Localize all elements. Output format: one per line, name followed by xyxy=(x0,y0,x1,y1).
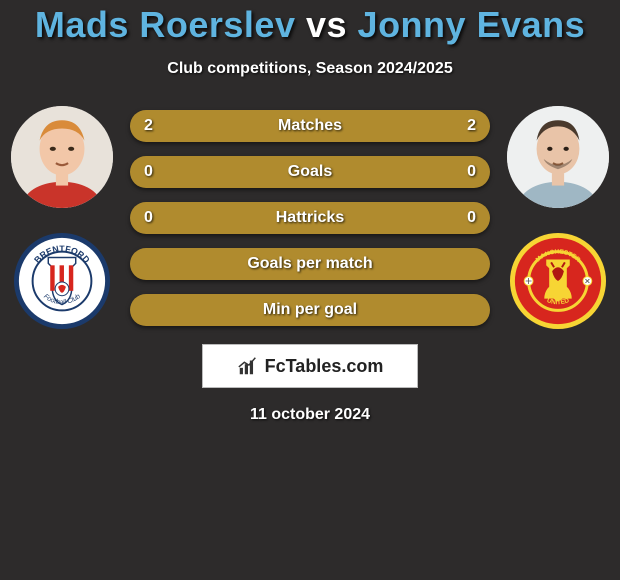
subtitle: Club competitions, Season 2024/2025 xyxy=(167,60,452,78)
title-vs: vs xyxy=(306,4,347,45)
brentford-crest-icon: BRENTFORD Football Club xyxy=(13,232,111,330)
stat-label: Min per goal xyxy=(263,301,357,319)
player1-avatar xyxy=(11,106,113,208)
title-player2: Jonny Evans xyxy=(358,4,586,45)
stat-value-right: 0 xyxy=(467,163,476,181)
stat-bars: 2 Matches 2 0 Goals 0 0 Hattricks 0 Goal… xyxy=(130,106,490,326)
left-side: BRENTFORD Football Club xyxy=(2,106,122,330)
stat-label: Hattricks xyxy=(276,209,344,227)
stat-bar-matches: 2 Matches 2 xyxy=(130,110,490,142)
stat-value-left: 0 xyxy=(144,209,153,227)
page-title: Mads Roerslev vs Jonny Evans xyxy=(35,4,585,46)
stat-bar-goals: 0 Goals 0 xyxy=(130,156,490,188)
stat-label: Matches xyxy=(278,117,342,135)
watermark-text: FcTables.com xyxy=(265,356,384,377)
man-utd-crest-icon: MANCHESTER UNITED xyxy=(509,232,607,330)
stat-label: Goals xyxy=(288,163,332,181)
stat-value-right: 2 xyxy=(467,117,476,135)
player1-avatar-svg xyxy=(11,106,113,208)
watermark: FcTables.com xyxy=(202,344,418,388)
stat-label: Goals per match xyxy=(247,255,372,273)
date-label: 11 october 2024 xyxy=(250,406,370,424)
player2-avatar xyxy=(507,106,609,208)
comparison-card: Mads Roerslev vs Jonny Evans Club compet… xyxy=(0,0,620,580)
stat-value-left: 2 xyxy=(144,117,153,135)
stat-bar-hattricks: 0 Hattricks 0 xyxy=(130,202,490,234)
body-row: BRENTFORD Football Club 2 Matches 2 0 Go… xyxy=(0,106,620,330)
right-side: MANCHESTER UNITED xyxy=(498,106,618,330)
bar-chart-icon xyxy=(237,355,259,377)
player1-crest: BRENTFORD Football Club xyxy=(13,232,111,330)
stat-bar-min-per-goal: Min per goal xyxy=(130,294,490,326)
stat-value-left: 0 xyxy=(144,163,153,181)
stat-bar-goals-per-match: Goals per match xyxy=(130,248,490,280)
player2-crest: MANCHESTER UNITED xyxy=(509,232,607,330)
player2-avatar-svg xyxy=(507,106,609,208)
title-player1: Mads Roerslev xyxy=(35,4,296,45)
stat-value-right: 0 xyxy=(467,209,476,227)
